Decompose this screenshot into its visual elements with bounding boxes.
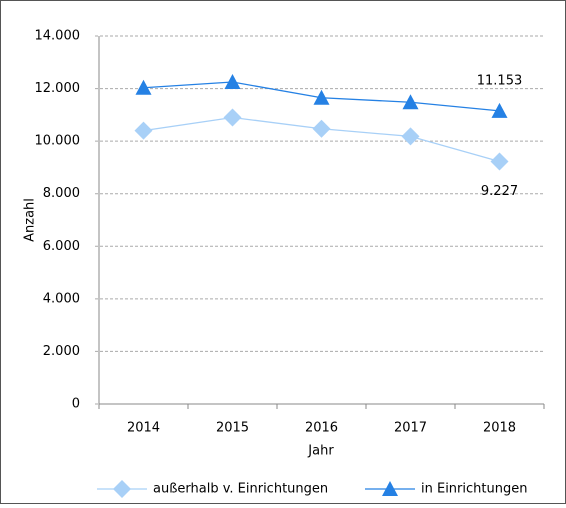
x-tick-label: 2015 (216, 421, 249, 436)
y-tick-label: 8.000 (43, 186, 80, 201)
y-tick-label: 12.000 (35, 81, 81, 96)
triangle-marker (135, 79, 152, 95)
x-axis-title: Jahr (307, 444, 334, 459)
y-axis-title: Anzahl (23, 198, 38, 242)
diamond-marker (490, 152, 509, 171)
y-tick-label: 6.000 (43, 239, 80, 254)
y-tick-label: 14.000 (35, 29, 81, 44)
triangle-marker (313, 89, 330, 105)
legend-label: in Einrichtungen (421, 482, 527, 497)
y-tick-label: 4.000 (43, 291, 80, 306)
legend-label: außerhalb v. Einrichtungen (153, 482, 328, 497)
x-tick-label: 2018 (483, 421, 516, 436)
y-tick-label: 10.000 (35, 134, 81, 149)
y-tick-label: 0 (72, 397, 80, 412)
x-tick-label: 2017 (394, 421, 427, 436)
diamond-marker (223, 108, 242, 127)
legend-marker (382, 481, 398, 496)
legend-marker (113, 480, 131, 498)
triangle-marker (491, 102, 508, 118)
data-label: 9.227 (481, 184, 518, 199)
diamond-marker (312, 119, 331, 138)
triangle-marker (224, 74, 241, 89)
diamond-marker (134, 121, 153, 140)
data-label: 11.153 (477, 73, 523, 88)
y-tick-label: 2.000 (43, 344, 80, 359)
x-tick-label: 2014 (127, 421, 160, 436)
x-tick-label: 2016 (305, 421, 338, 436)
diamond-marker (401, 127, 420, 146)
triangle-marker (402, 94, 419, 110)
